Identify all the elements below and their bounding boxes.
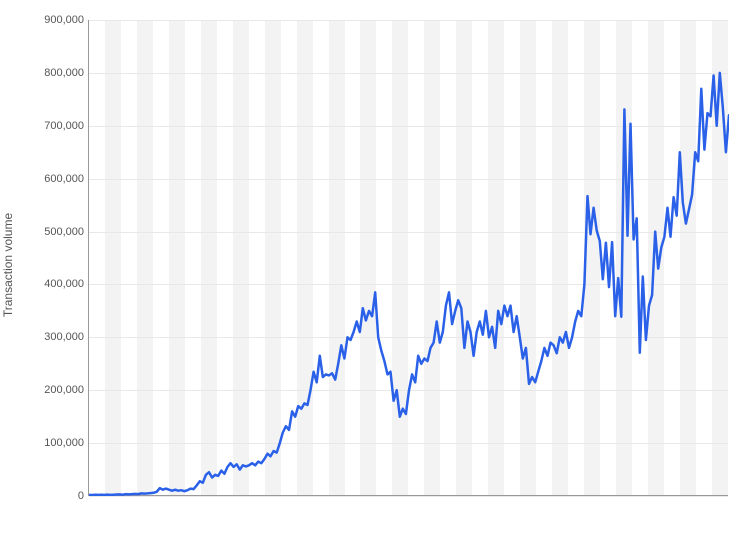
chart-container [88, 20, 728, 510]
y-tick-label: 900,000 [28, 14, 84, 26]
y-axis-title: Transaction volume [1, 213, 15, 317]
y-tick-label: 700,000 [28, 120, 84, 132]
y-tick-label: 0 [28, 490, 84, 502]
y-axis-labels: 0100,000200,000300,000400,000500,000600,… [28, 20, 84, 496]
y-tick-label: 500,000 [28, 226, 84, 238]
data-line [89, 20, 729, 496]
y-tick-label: 400,000 [28, 278, 84, 290]
y-tick-label: 600,000 [28, 173, 84, 185]
y-tick-label: 800,000 [28, 67, 84, 79]
y-tick-label: 300,000 [28, 331, 84, 343]
y-tick-label: 200,000 [28, 384, 84, 396]
y-tick-label: 100,000 [28, 437, 84, 449]
plot-area [88, 20, 728, 496]
